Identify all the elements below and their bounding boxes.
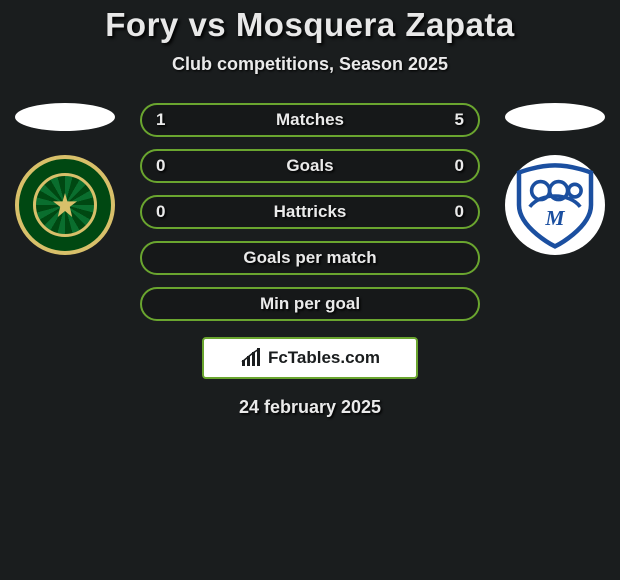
stat-label: Goals per match bbox=[243, 248, 376, 268]
stat-row-matches: 1 Matches 5 bbox=[140, 103, 480, 137]
footer-date: 24 february 2025 bbox=[0, 397, 620, 418]
stat-label: Matches bbox=[276, 110, 344, 130]
comparison-row: 1 Matches 5 0 Goals 0 0 Hattricks 0 Goal… bbox=[0, 103, 620, 321]
club-badge-left-icon bbox=[15, 155, 115, 255]
branding-box: FcTables.com bbox=[202, 337, 418, 379]
comparison-card: Fory vs Mosquera Zapata Club competition… bbox=[0, 0, 620, 418]
stat-label: Goals bbox=[286, 156, 333, 176]
player-left-column bbox=[10, 103, 120, 255]
page-title: Fory vs Mosquera Zapata bbox=[0, 6, 620, 44]
stat-row-goals-per-match: Goals per match bbox=[140, 241, 480, 275]
stat-right-value: 5 bbox=[455, 110, 464, 130]
stat-right-value: 0 bbox=[455, 156, 464, 176]
stat-left-value: 0 bbox=[156, 156, 165, 176]
player-right-avatar-placeholder bbox=[505, 103, 605, 131]
svg-text:M: M bbox=[544, 206, 565, 230]
stat-right-value: 0 bbox=[455, 202, 464, 222]
stat-label: Min per goal bbox=[260, 294, 360, 314]
stat-label: Hattricks bbox=[274, 202, 347, 222]
player-right-column: M bbox=[500, 103, 610, 255]
stat-row-hattricks: 0 Hattricks 0 bbox=[140, 195, 480, 229]
stat-left-value: 0 bbox=[156, 202, 165, 222]
stats-column: 1 Matches 5 0 Goals 0 0 Hattricks 0 Goal… bbox=[140, 103, 480, 321]
bar-chart-icon bbox=[240, 348, 264, 368]
branding-text: FcTables.com bbox=[268, 348, 380, 368]
stat-left-value: 1 bbox=[156, 110, 165, 130]
club-badge-right-icon: M bbox=[505, 155, 605, 255]
stat-row-min-per-goal: Min per goal bbox=[140, 287, 480, 321]
page-subtitle: Club competitions, Season 2025 bbox=[0, 54, 620, 75]
stat-row-goals: 0 Goals 0 bbox=[140, 149, 480, 183]
player-left-avatar-placeholder bbox=[15, 103, 115, 131]
